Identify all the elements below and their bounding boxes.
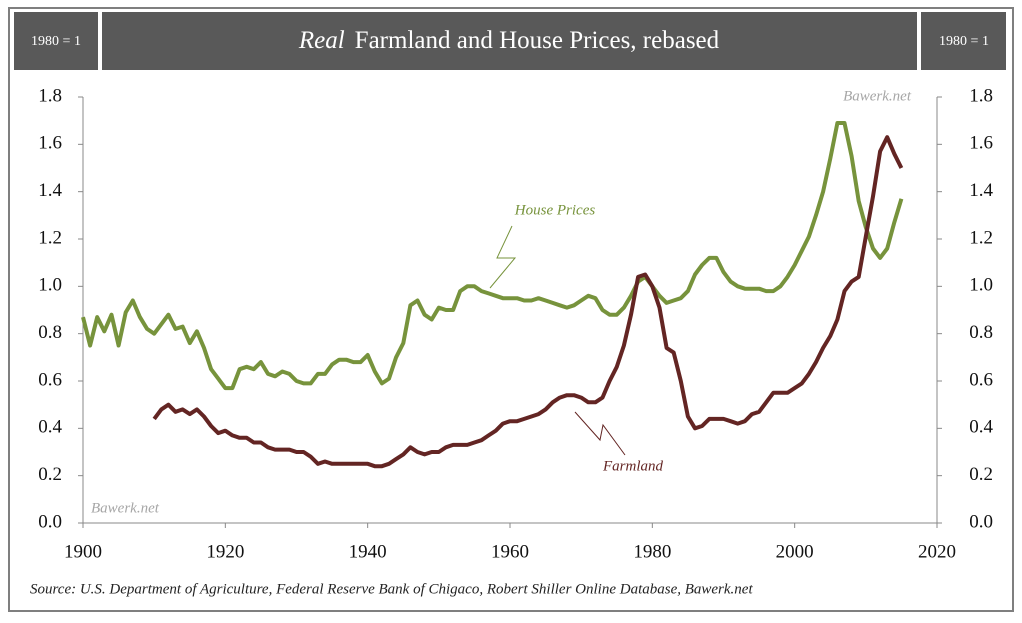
chart-title: Real Farmland and House Prices, rebased	[298, 27, 720, 54]
series-label: Farmland	[602, 458, 664, 474]
title-emphasis: Real	[298, 27, 345, 54]
y-tick-label: 1.2	[38, 227, 62, 248]
y-tick-label: 0.2	[38, 464, 62, 485]
y2-tick-label: 0.4	[969, 417, 993, 438]
y-tick-label: 0.4	[38, 417, 62, 438]
series-label: House Prices	[514, 202, 596, 218]
x-tick-label: 1960	[491, 541, 529, 562]
y-tick-label: 0.6	[38, 369, 62, 390]
y-tick-label: 0.8	[38, 322, 62, 343]
y2-tick-label: 1.6	[969, 133, 993, 154]
series-line	[81, 121, 904, 391]
x-tick-label: 1980	[633, 541, 671, 562]
header-box	[14, 12, 98, 70]
watermark: Bawerk.net	[843, 88, 912, 104]
y2-tick-label: 1.4	[969, 180, 993, 201]
y-tick-label: 0.0	[38, 511, 62, 532]
y2-tick-label: 0.8	[969, 322, 993, 343]
x-tick-label: 1900	[64, 541, 102, 562]
frame	[8, 7, 1014, 612]
y-tick-label: 1.6	[38, 133, 62, 154]
header-bar	[102, 12, 917, 70]
leader-line	[574, 411, 626, 456]
leader-line	[489, 225, 517, 289]
x-tick-label: 1920	[206, 541, 244, 562]
y-tick-label: 1.4	[38, 180, 62, 201]
source: Source: U.S. Department of Agriculture, …	[30, 581, 753, 597]
base-note: 1980 = 1	[31, 34, 81, 49]
watermark: Bawerk.net	[91, 500, 160, 516]
y2-tick-label: 1.0	[969, 275, 993, 296]
y2-tick-label: 0.0	[969, 511, 993, 532]
y2-tick-label: 0.6	[969, 369, 993, 390]
y2-tick-label: 1.2	[969, 227, 993, 248]
title-text: Farmland and House Prices, rebased	[355, 27, 720, 54]
y-tick-label: 1.0	[38, 275, 62, 296]
x-tick-label: 1940	[349, 541, 387, 562]
y-tick-label: 1.8	[38, 85, 62, 106]
base-note: 1980 = 1	[939, 34, 989, 49]
series-line	[152, 135, 904, 469]
x-tick-label: 2020	[918, 541, 956, 562]
x-tick-label: 2000	[776, 541, 814, 562]
y2-tick-label: 1.8	[969, 85, 993, 106]
header-box	[921, 12, 1006, 70]
y2-tick-label: 0.2	[969, 464, 993, 485]
